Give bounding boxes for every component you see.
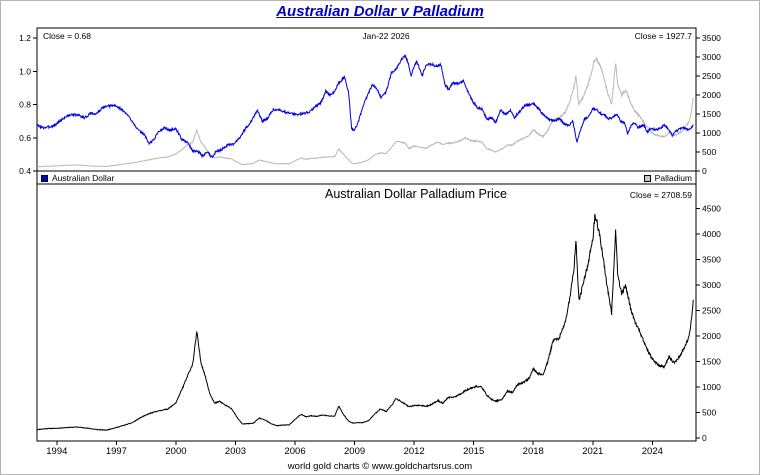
x-axis-year-label: 2009 (344, 446, 365, 457)
x-axis-year-label: 2024 (642, 446, 663, 457)
top-right-axis-tick-label: 2000 (702, 90, 721, 100)
legend-item-palladium: Palladium (643, 173, 692, 183)
last-date-label: Jan-22 2026 (362, 31, 410, 41)
top-right-axis-tick-label: 1500 (702, 109, 721, 119)
top-right-axis-tick-label: 2500 (702, 71, 721, 81)
top-right-axis-tick-label: 1000 (702, 128, 721, 138)
bottom-right-axis-tick-label: 0 (702, 433, 707, 443)
aud-palladium-line (37, 213, 694, 431)
top-right-axis-tick-label: 500 (702, 147, 716, 157)
top-close-palladium-label: Close = 1927.7 (634, 31, 692, 41)
top-right-axis-tick-label: 0 (702, 166, 707, 176)
x-axis-year-label: 2006 (284, 446, 305, 457)
x-axis-year-label: 1997 (106, 446, 127, 457)
aud-legend-label: Australian Dollar (52, 173, 115, 183)
bottom-right-axis-tick-label: 1500 (702, 357, 721, 367)
top-left-axis-tick-label: 0.8 (19, 100, 31, 110)
top-left-axis-tick-label: 0.6 (19, 133, 31, 143)
top-left-axis-tick-label: 1.2 (19, 33, 31, 43)
x-axis-year-label: 2018 (523, 446, 544, 457)
x-axis-year-label: 2015 (463, 446, 484, 457)
bottom-right-axis-tick-label: 3000 (702, 280, 721, 290)
palladium-line (37, 56, 694, 168)
bottom-right-axis-tick-label: 4000 (702, 229, 721, 239)
x-axis-year-label: 2003 (225, 446, 246, 457)
aud-legend-swatch-icon (41, 174, 48, 182)
top-plot-frame (36, 27, 697, 172)
x-axis-year-label: 2000 (165, 446, 186, 457)
bottom-right-axis-tick-label: 2000 (702, 331, 721, 341)
top-left-axis-tick-label: 1.0 (19, 66, 31, 76)
bottom-right-axis-tick-label: 2500 (702, 306, 721, 316)
legend: Australian Dollar Palladium (37, 172, 696, 184)
top-right-axis-tick-label: 3500 (702, 33, 721, 43)
palladium-legend-label: Palladium (654, 173, 692, 183)
top-close-aud-label: Close = 0.68 (43, 31, 91, 41)
bottom-right-axis-tick-label: 500 (702, 408, 716, 418)
bottom-chart-title: Australian Dollar Palladium Price (324, 187, 508, 201)
footer-credit: world gold charts © www.goldchartsrus.co… (287, 461, 473, 472)
bottom-right-axis-tick-label: 4500 (702, 204, 721, 214)
x-axis-year-label: 1994 (46, 446, 67, 457)
bottom-right-axis-tick-label: 3500 (702, 255, 721, 265)
page-title: Australian Dollar v Palladium (276, 3, 484, 20)
palladium-legend-swatch-icon (643, 174, 651, 182)
top-left-axis-tick-label: 0.4 (19, 166, 31, 176)
bottom-right-axis-tick-label: 1000 (702, 382, 721, 392)
bottom-close-label: Close = 2708.59 (629, 190, 692, 200)
aud-line (37, 54, 694, 159)
legend-item-aud: Australian Dollar (41, 173, 114, 183)
x-axis-year-label: 2021 (582, 446, 603, 457)
bottom-plot-frame (36, 183, 697, 442)
x-axis-year-label: 2012 (404, 446, 425, 457)
top-right-axis-tick-label: 3000 (702, 52, 721, 62)
